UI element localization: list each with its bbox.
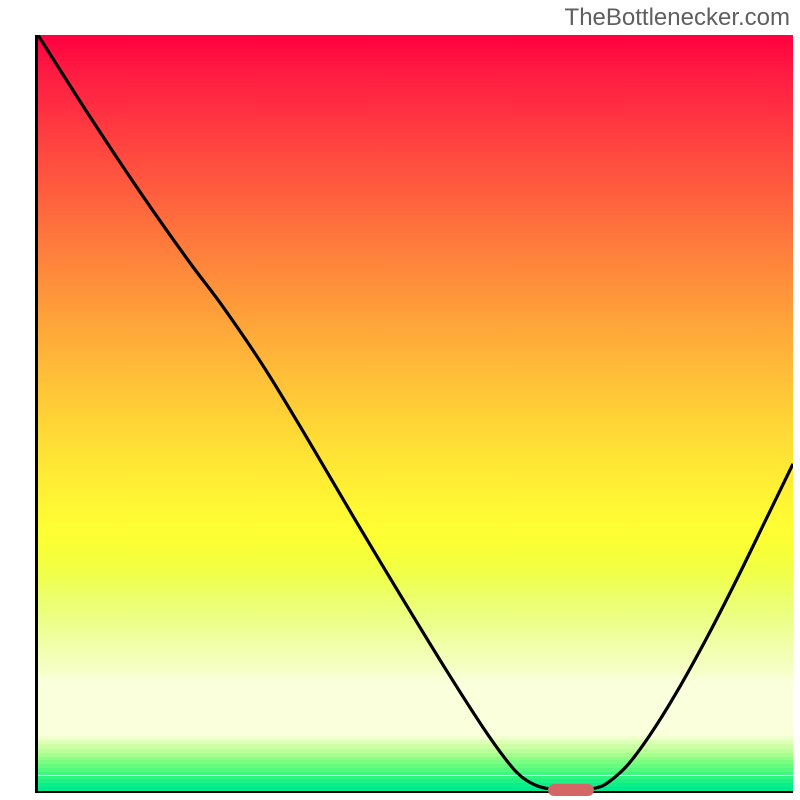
watermark-text: TheBottlenecker.com [565, 4, 790, 32]
optimal-marker [548, 784, 593, 796]
chart-container: TheBottlenecker.com [0, 0, 800, 800]
bottleneck-curve [38, 35, 793, 790]
plot-area [35, 35, 793, 793]
